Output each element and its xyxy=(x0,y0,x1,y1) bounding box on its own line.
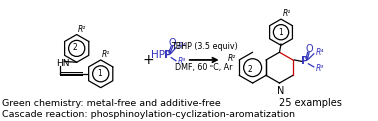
Text: TBHP (3.5 equiv): TBHP (3.5 equiv) xyxy=(171,42,237,51)
Text: R³: R³ xyxy=(177,57,186,66)
Text: 2: 2 xyxy=(248,65,253,74)
Text: R⁴: R⁴ xyxy=(177,42,186,51)
Text: O: O xyxy=(169,38,177,48)
Text: R³: R³ xyxy=(315,64,324,73)
Text: HN: HN xyxy=(57,59,70,68)
Text: R²: R² xyxy=(228,54,236,63)
Text: R²: R² xyxy=(78,25,87,34)
Text: R¹: R¹ xyxy=(283,9,291,18)
Text: O: O xyxy=(305,44,313,54)
Text: R⁴: R⁴ xyxy=(315,48,324,57)
Text: N: N xyxy=(277,86,284,96)
Text: Cascade reaction: phosphinoylation-cyclization-aromatization: Cascade reaction: phosphinoylation-cycli… xyxy=(2,110,295,119)
Text: Green chemistry: metal-free and additive-free: Green chemistry: metal-free and additive… xyxy=(2,99,221,108)
Text: P: P xyxy=(164,50,172,60)
Text: HP: HP xyxy=(151,50,165,60)
Text: DMF, 60 ᵒC, Ar: DMF, 60 ᵒC, Ar xyxy=(175,63,233,72)
Text: 2: 2 xyxy=(73,43,77,52)
Text: 1: 1 xyxy=(98,69,102,78)
Text: 25 examples: 25 examples xyxy=(279,98,341,108)
Text: R¹: R¹ xyxy=(102,50,110,59)
Text: 1: 1 xyxy=(279,28,284,37)
Text: P: P xyxy=(302,57,309,67)
Text: +: + xyxy=(142,53,154,67)
